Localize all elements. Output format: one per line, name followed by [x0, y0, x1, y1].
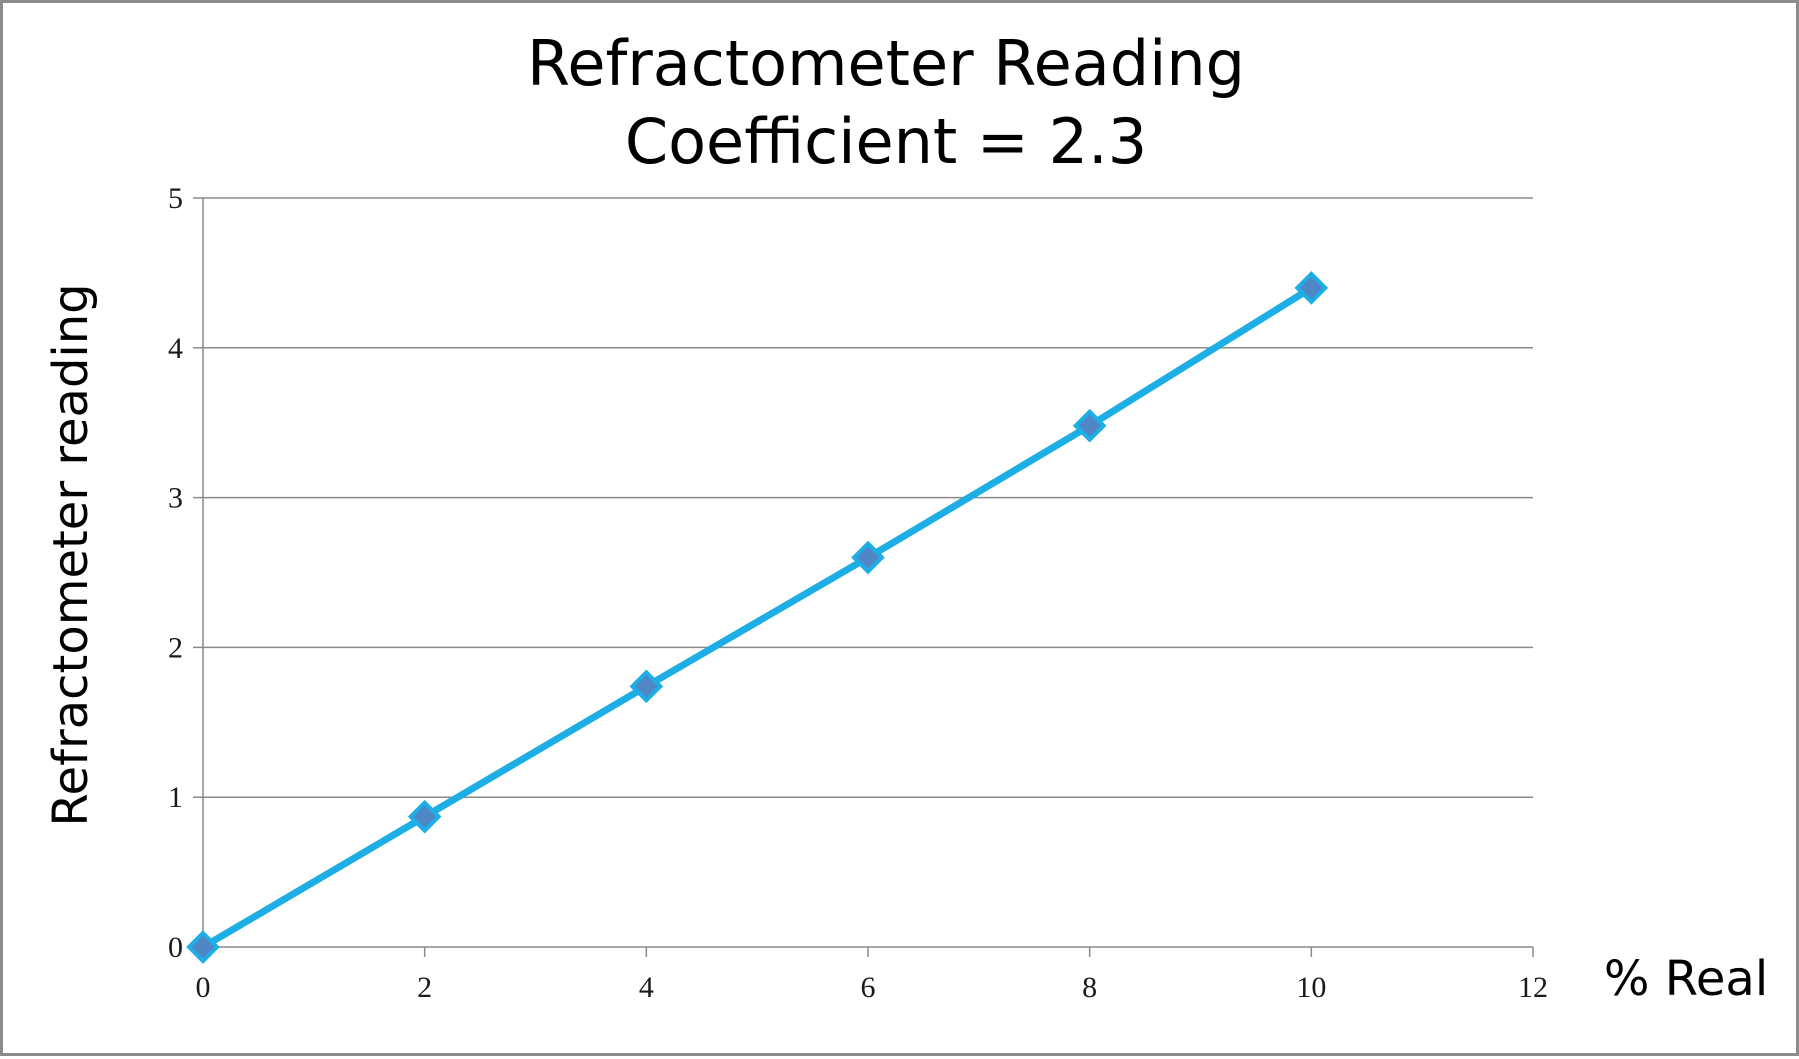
data-point-marker [1072, 408, 1107, 443]
x-tick-label: 10 [1296, 971, 1326, 1004]
x-tick-label: 2 [417, 971, 432, 1004]
y-tick-label: 2 [168, 631, 183, 664]
y-tick-label: 0 [168, 931, 183, 964]
x-tick-label: 12 [1518, 971, 1548, 1004]
y-tick-label: 3 [168, 482, 183, 515]
chart-subtitle: Coefficient = 2.3 [625, 105, 1147, 178]
y-tick-label: 5 [168, 182, 183, 215]
data-point-marker [851, 540, 885, 575]
y-tick-label: 4 [168, 332, 183, 365]
x-axis-title: % Real [1604, 951, 1768, 1007]
x-tick-label: 0 [196, 971, 211, 1004]
x-tick-label: 6 [861, 971, 876, 1004]
gridlines [203, 197, 1533, 798]
x-tick-label: 8 [1082, 971, 1097, 1004]
data-point-marker [186, 930, 220, 964]
data-point-marker [407, 799, 442, 834]
y-axis-title: Refractometer reading [43, 283, 99, 826]
chart-title: Refractometer Reading [527, 27, 1245, 100]
y-tick-label: 1 [168, 781, 183, 814]
data-point-marker [1294, 271, 1329, 305]
data-series [186, 271, 1329, 964]
data-point-marker [629, 669, 664, 704]
series-line [199, 284, 1315, 951]
x-tick-label: 4 [639, 971, 654, 1004]
axes [193, 197, 1534, 957]
chart-canvas: Refractometer Reading Coefficient = 2.3 … [43, 27, 1768, 1007]
